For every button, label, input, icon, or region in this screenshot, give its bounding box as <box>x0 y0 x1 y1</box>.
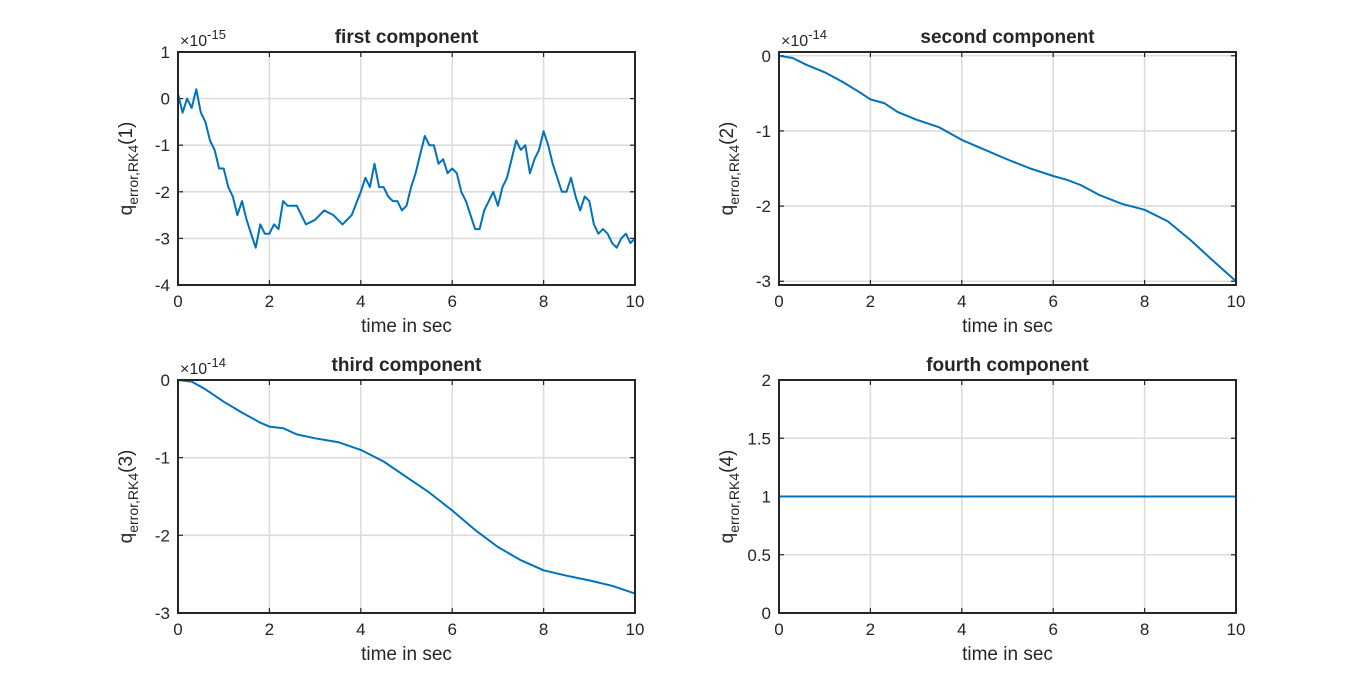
x-tick-label: 8 <box>1140 292 1149 311</box>
y-tick-label: -1 <box>155 136 170 155</box>
subplot-2: 0 2 4 6 8 10 0 -1 -2 -3 second component time in se… <box>717 27 1245 337</box>
axes-box <box>778 379 1237 614</box>
x-tick-label: 4 <box>957 292 966 311</box>
x-tick-label: 8 <box>1140 620 1149 639</box>
x-tick-label: 10 <box>626 620 645 639</box>
x-tick-label: 4 <box>957 620 966 639</box>
x-tick-label: 6 <box>447 620 456 639</box>
y-tick-label: 0 <box>161 90 170 109</box>
subplot-4: 0 2 4 6 8 10 2 1.5 1 0.5 0 fourth component time in … <box>717 355 1245 665</box>
x-tick-label: 2 <box>265 620 274 639</box>
x-axis-label: time in sec <box>361 316 452 337</box>
y-tick-label: 1 <box>161 43 170 62</box>
y-tick-label: -2 <box>756 197 771 216</box>
x-tick-label: 2 <box>866 620 875 639</box>
axes-box <box>778 51 1237 286</box>
axes-box <box>177 379 636 614</box>
x-axis-label: time in sec <box>962 644 1053 665</box>
y-tick-label: -3 <box>756 272 771 291</box>
x-tick-label: 8 <box>539 292 548 311</box>
y-axis-label: qerror,RK4(4) <box>717 450 742 544</box>
x-tick-label: 8 <box>539 620 548 639</box>
axis-multiplier: ×10-14 <box>180 355 226 378</box>
x-tick-label: 6 <box>1048 292 1057 311</box>
axis-multiplier: ×10-14 <box>781 27 827 50</box>
plot-title: first component <box>335 27 479 48</box>
y-tick-label: -2 <box>155 183 170 202</box>
x-tick-label: 0 <box>774 292 783 311</box>
x-tick-label: 2 <box>265 292 274 311</box>
x-tick-label: 10 <box>1227 620 1246 639</box>
y-tick-label: 0.5 <box>747 546 771 565</box>
y-tick-label: -1 <box>155 449 170 468</box>
plot-title: third component <box>332 355 483 376</box>
grid <box>178 52 635 285</box>
y-tick-label: 1 <box>762 488 771 507</box>
series-line <box>177 88 636 249</box>
grid <box>779 52 1236 285</box>
y-tick-label: -3 <box>155 229 170 248</box>
x-tick-label: 10 <box>1227 292 1246 311</box>
x-tick-label: 4 <box>356 292 365 311</box>
plot-title: fourth component <box>926 355 1089 376</box>
series-line <box>778 54 1237 282</box>
y-axis-label: qerror,RK4(1) <box>116 122 141 216</box>
subplot-3: 0 2 4 6 8 10 0 -1 -2 -3 third component time in sec… <box>116 355 644 665</box>
y-tick-label: -1 <box>756 122 771 141</box>
series-line <box>177 379 636 595</box>
y-tick-label: 0 <box>161 371 170 390</box>
x-tick-label: 0 <box>173 292 182 311</box>
y-tick-label: -4 <box>155 276 170 295</box>
x-tick-label: 4 <box>356 620 365 639</box>
y-tick-label: 0 <box>762 604 771 623</box>
x-tick-label: 0 <box>774 620 783 639</box>
y-tick-label: -3 <box>155 604 170 623</box>
y-axis-label: qerror,RK4(3) <box>116 450 141 544</box>
y-tick-label: 1.5 <box>747 429 771 448</box>
x-tick-label: 0 <box>173 620 182 639</box>
x-axis-label: time in sec <box>361 644 452 665</box>
x-tick-label: 10 <box>626 292 645 311</box>
axes-box <box>177 51 636 286</box>
grid <box>178 380 635 613</box>
y-tick-label: 0 <box>762 47 771 66</box>
y-tick-label: -2 <box>155 526 170 545</box>
axis-multiplier: ×10-15 <box>180 27 226 50</box>
x-tick-label: 6 <box>447 292 456 311</box>
y-tick-label: 2 <box>762 371 771 390</box>
plot-title: second component <box>920 27 1095 48</box>
x-axis-label: time in sec <box>962 316 1053 337</box>
x-tick-label: 6 <box>1048 620 1057 639</box>
y-axis-label: qerror,RK4(2) <box>717 122 742 216</box>
x-tick-label: 2 <box>866 292 875 311</box>
